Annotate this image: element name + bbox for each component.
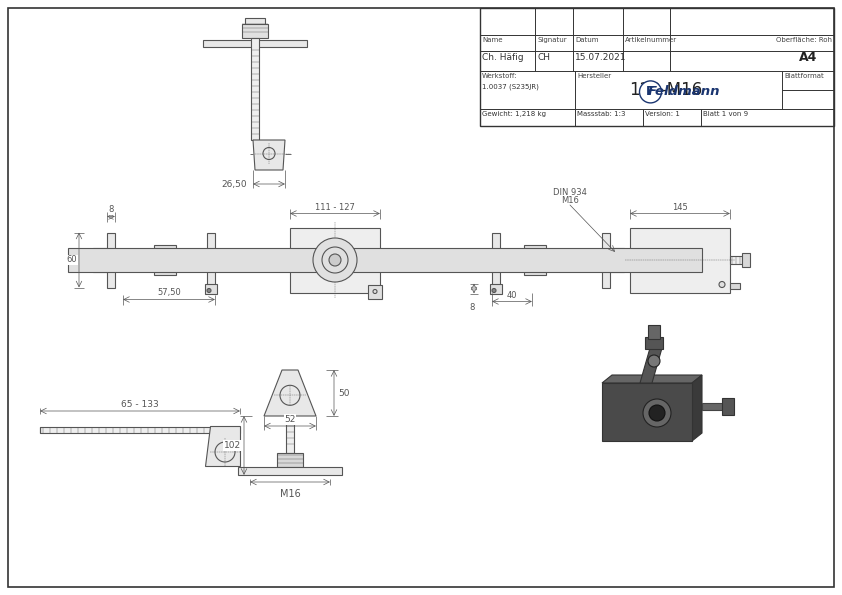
Bar [546, 254, 552, 266]
Polygon shape [253, 140, 285, 170]
Text: 8: 8 [109, 205, 114, 215]
Text: Name: Name [482, 37, 503, 43]
Bar [722, 398, 734, 415]
Polygon shape [264, 370, 316, 416]
Bar [115, 256, 215, 264]
Text: Massstab: 1:3: Massstab: 1:3 [577, 111, 626, 117]
Bar [518, 254, 524, 266]
Text: Blattformat: Blattformat [784, 73, 823, 79]
Text: Datum: Datum [575, 37, 599, 43]
Text: Ch. Häfig: Ch. Häfig [482, 53, 524, 62]
Bar [251, 38, 259, 140]
Text: Feldmann: Feldmann [647, 86, 720, 98]
Bar [368, 284, 382, 299]
Text: Oberfläche: Roh: Oberfläche: Roh [776, 37, 832, 43]
Circle shape [207, 289, 211, 293]
Text: 122-M16: 122-M16 [629, 81, 702, 99]
Bar [730, 256, 742, 264]
Polygon shape [205, 426, 240, 466]
Polygon shape [640, 348, 662, 383]
Circle shape [329, 254, 341, 266]
Bar [490, 283, 502, 293]
Bar [492, 233, 500, 287]
Bar [645, 337, 663, 349]
Bar [742, 253, 750, 267]
Text: 40: 40 [507, 290, 517, 299]
Bar [290, 227, 380, 293]
Bar [40, 427, 240, 433]
Bar [286, 416, 294, 453]
Circle shape [719, 281, 725, 287]
Bar [500, 256, 610, 264]
Bar [602, 383, 692, 441]
Text: 8: 8 [469, 302, 475, 312]
Text: CH: CH [537, 53, 550, 62]
Bar [238, 467, 342, 475]
Text: 1.0037 (S235JR): 1.0037 (S235JR) [482, 83, 539, 89]
Bar [148, 254, 154, 266]
Text: 50: 50 [338, 389, 349, 397]
Text: A4: A4 [799, 51, 818, 64]
Text: 65 - 133: 65 - 133 [121, 400, 159, 409]
Bar [702, 403, 730, 410]
Text: Gewicht: 1,218 kg: Gewicht: 1,218 kg [482, 111, 546, 117]
Text: DIN 934: DIN 934 [553, 188, 587, 197]
Bar [242, 24, 268, 38]
Bar [730, 283, 740, 289]
Text: F: F [647, 86, 655, 98]
Circle shape [649, 405, 665, 421]
Polygon shape [692, 375, 702, 441]
Bar [630, 227, 730, 293]
Circle shape [313, 238, 357, 282]
Text: 52: 52 [285, 415, 296, 424]
Text: Signatur: Signatur [537, 37, 567, 43]
Text: M16: M16 [561, 196, 579, 205]
Bar [524, 245, 546, 275]
Circle shape [492, 289, 496, 293]
Circle shape [640, 81, 662, 103]
Bar [245, 18, 265, 24]
Text: Artikelnummer: Artikelnummer [625, 37, 677, 43]
Bar [207, 233, 215, 287]
Text: Hersteller: Hersteller [577, 73, 611, 79]
Bar [93, 248, 107, 272]
Text: Version: 1: Version: 1 [645, 111, 679, 117]
Bar [602, 233, 610, 287]
Circle shape [643, 399, 671, 427]
Text: 26,50: 26,50 [221, 180, 247, 189]
Bar [107, 233, 115, 287]
Bar [154, 245, 176, 275]
Text: 111 - 127: 111 - 127 [315, 202, 355, 211]
Bar [648, 325, 660, 339]
Text: M16: M16 [280, 489, 301, 499]
Bar [68, 248, 702, 272]
Bar [203, 40, 307, 47]
Bar [480, 8, 834, 126]
Bar [610, 248, 624, 272]
Bar [277, 453, 303, 467]
Circle shape [648, 355, 660, 367]
Polygon shape [602, 375, 702, 383]
Bar [176, 254, 182, 266]
Bar [205, 283, 217, 293]
Text: 60: 60 [67, 255, 77, 265]
Text: 145: 145 [672, 202, 688, 211]
Text: Blatt 1 von 9: Blatt 1 von 9 [703, 111, 749, 117]
Text: 15.07.2021: 15.07.2021 [575, 53, 626, 62]
Text: 102: 102 [224, 441, 241, 450]
Text: Werkstoff:: Werkstoff: [482, 73, 518, 79]
Text: 57,50: 57,50 [157, 289, 181, 298]
